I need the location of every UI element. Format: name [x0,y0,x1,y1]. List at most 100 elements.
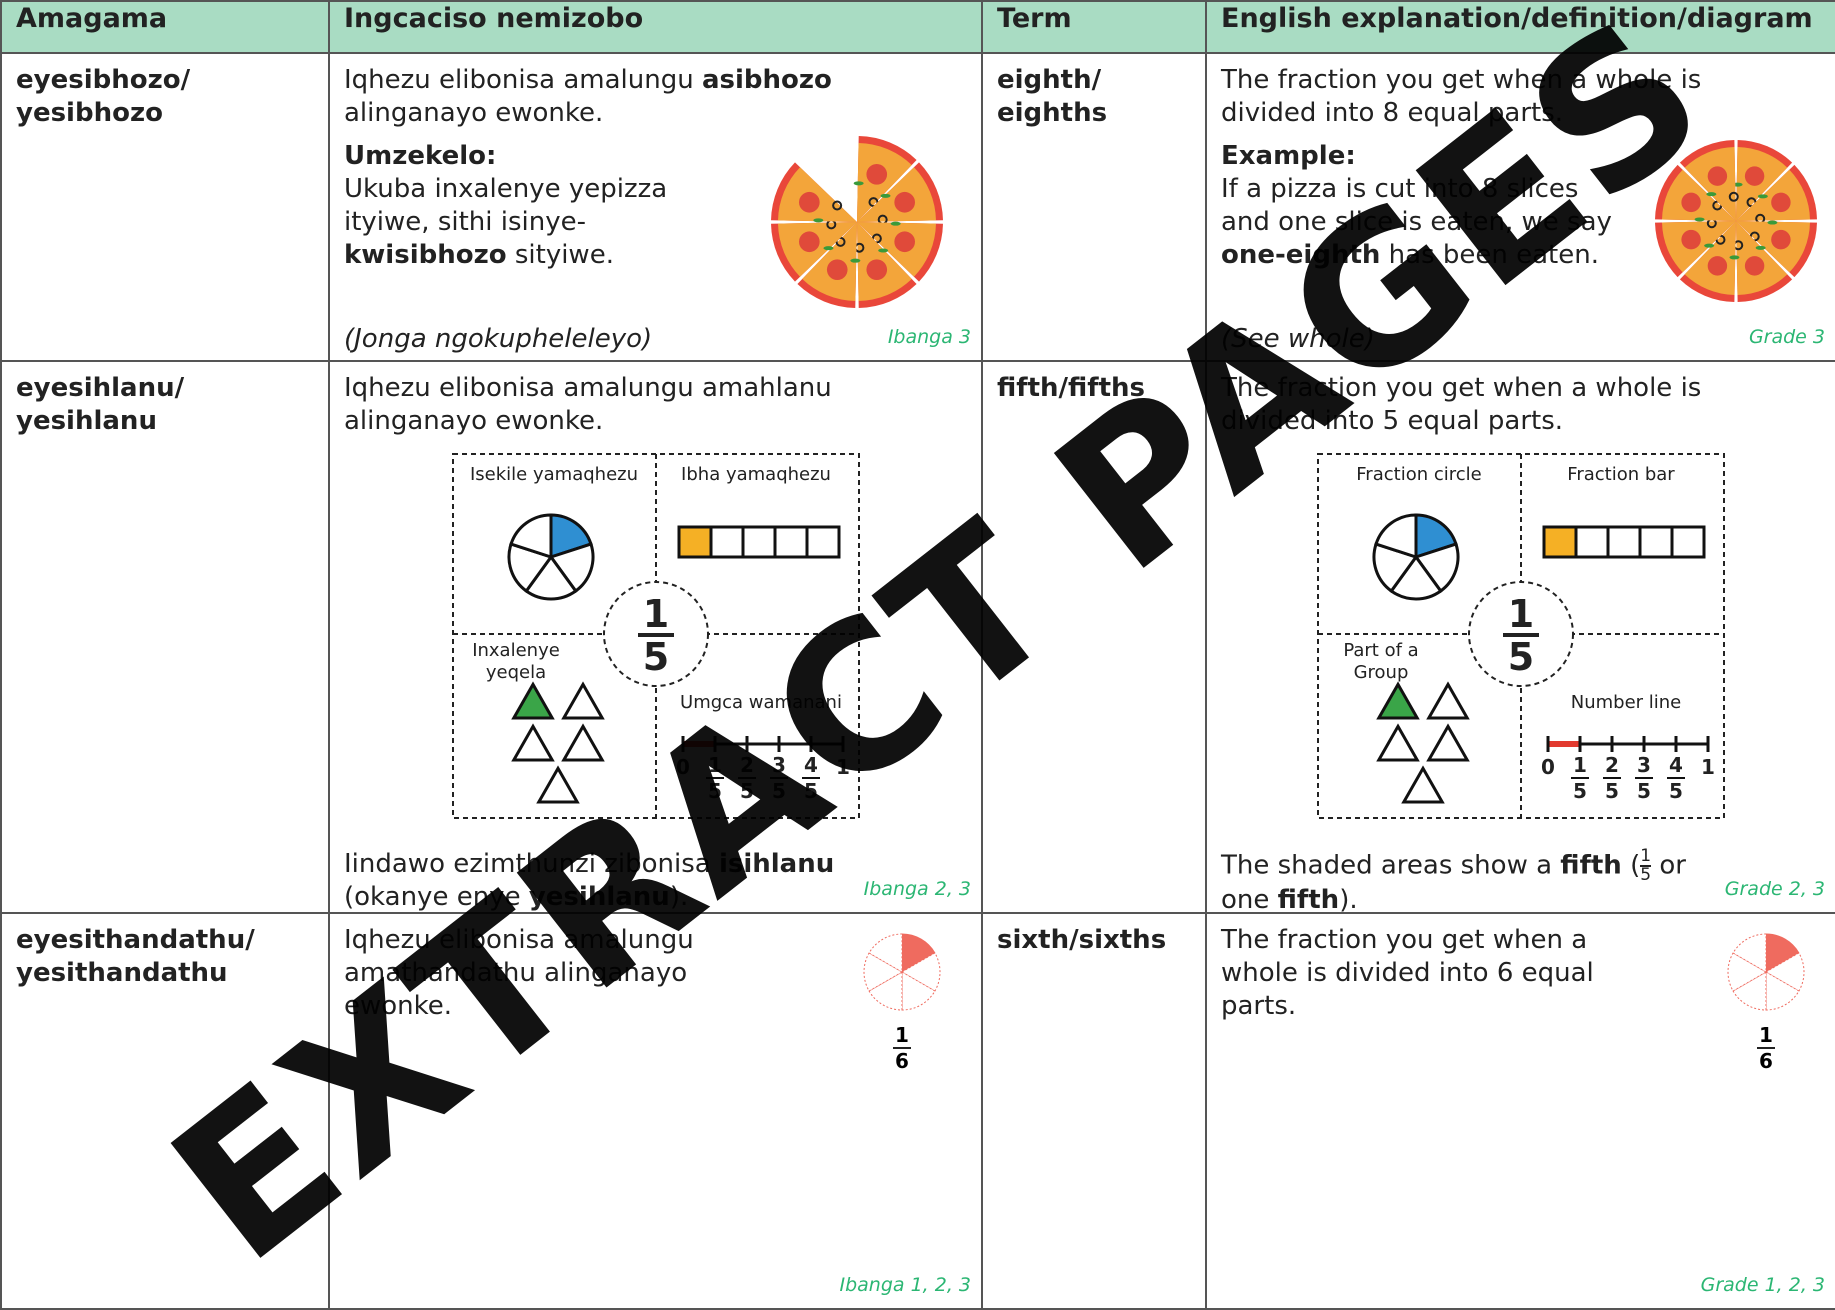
header-cell: Term [981,0,1207,54]
line-denominator: 5 [804,779,818,803]
olive [868,197,879,208]
numerator: 1 [642,592,668,636]
definition: The fraction you get when a whole is div… [1221,925,1594,1021]
group-label-box: Inxalenye yeqela [471,640,560,683]
pie-slice [1732,933,1767,973]
pizza-slice [857,143,912,222]
note: (Jonga ngokupheleleyo) [344,324,653,354]
numerator: 1 [1508,592,1534,636]
row: eyesibhozo/yesibhozo Iqhezu elibonisa am… [0,52,1835,362]
definition: Iqhezu elibonisa amalungu amahlanu aling… [344,373,832,436]
definition: The fraction you get when a whole is div… [1221,373,1702,436]
pizza-slice [857,222,912,301]
word-cell: eyesibhozo/yesibhozo [0,52,330,362]
herb [890,221,901,226]
cell-body: Iqhezu elibonisa amalungu amahlanu aling… [330,362,981,912]
pie-slice [508,513,552,560]
text: (okanye enye [344,882,529,912]
word: eyesibhozo/yesibhozo [2,54,328,360]
text-bold: one-eighth [1221,240,1381,270]
group-label: Inxalenye yeqela [471,640,560,683]
group-label-box: Part of a Group [1343,640,1418,683]
cell-body: Iqhezu elibonisa amalungu asibhozo aling… [330,54,981,360]
bar-cell [1670,525,1706,559]
tomato [1771,192,1791,213]
caption: The shaded areas show a fifth (1 5 or one… [1221,848,1741,917]
sixth-diagram: 16 [1727,933,1805,1073]
tomato [866,164,888,185]
line-numerator: 4 [1669,753,1683,777]
olive [835,236,846,247]
herb [813,218,824,223]
header-row: Amagama Ingcaciso nemizobo Term English … [0,0,1835,54]
tomato [799,231,820,253]
term: sixth/sixths [997,925,1167,955]
tomato [1681,192,1701,213]
pizza-slice [1736,221,1810,273]
grade: Grade 3 [1748,326,1825,348]
header-cell: English explanation/definition/diagram [1205,0,1835,54]
line-denominator: 5 [740,779,754,803]
term: eighth/eighths [983,54,1205,360]
line-denominator: 5 [1637,779,1651,803]
herb [823,246,834,251]
caption: Iindawo ezimthunzi zibonisa isihlanu (ok… [344,848,884,914]
word-line: eyesibhozo/ [16,65,191,95]
line-end: 1 [836,755,850,779]
denominator: 5 [1640,865,1652,885]
line-denominator: 5 [1669,779,1683,803]
denominator: 6 [1759,1049,1773,1073]
herb [1704,243,1715,248]
line-denominator: 5 [708,779,722,803]
pie-slice [1727,952,1768,992]
header-cell: Ingcaciso nemizobo [328,0,983,54]
line-numerator: 2 [1605,753,1619,777]
olive [1728,191,1739,202]
text: Ukuba inxalenye yepizza ityiwe, sithi is… [344,174,668,237]
pie-slice [507,542,553,594]
herb [1757,194,1768,199]
text-bold: yesihlanu [528,882,670,912]
pizza-slice [1736,147,1788,221]
header-cell: Amagama [0,0,330,54]
bar-cell [1638,525,1674,559]
word-line: eyesihlanu/ [16,373,185,403]
line-start: 0 [1541,755,1555,779]
pizza-slice [1684,221,1736,295]
pizza-slice [778,167,857,222]
pie-slice [900,952,941,992]
bar-cell [1606,525,1642,559]
pie-slice [523,554,578,601]
pie-slice [863,952,904,992]
herb [1755,245,1766,250]
pizza-slice [1736,221,1788,295]
circle-label: Fraction circle [1356,464,1481,485]
pie-slice [868,971,903,1011]
text: ). [1339,885,1358,915]
cell-body: The fraction you get when a whole is div… [1207,54,1835,360]
herb [1706,192,1717,197]
pie-slice [1374,513,1418,560]
english-cell: The fraction you get when a whole is div… [1205,360,1835,915]
pizza-slice [1684,147,1736,221]
text-bold: kwisibhozo [344,240,507,270]
grade: Ibanga 3 [887,326,971,348]
word-cell: eyesithandathu/yesithandathu [0,912,330,1310]
herb [878,248,889,253]
word: eyesihlanu/yesihlanu [2,362,328,912]
triangle [1426,681,1470,720]
denominator: 5 [1508,635,1534,679]
tomato [1681,229,1701,250]
tomato [1707,256,1728,276]
text: ). [669,882,689,912]
word-line: yesithandathu [16,958,228,988]
word: eyesithandathu/yesithandathu [2,914,328,1308]
tomato [894,191,915,213]
xhosa-cell: Iqhezu elibonisa amalungu amahlanu aling… [328,360,983,914]
herb [1729,255,1740,260]
circle-label: Isekile yamaqhezu [470,464,638,485]
